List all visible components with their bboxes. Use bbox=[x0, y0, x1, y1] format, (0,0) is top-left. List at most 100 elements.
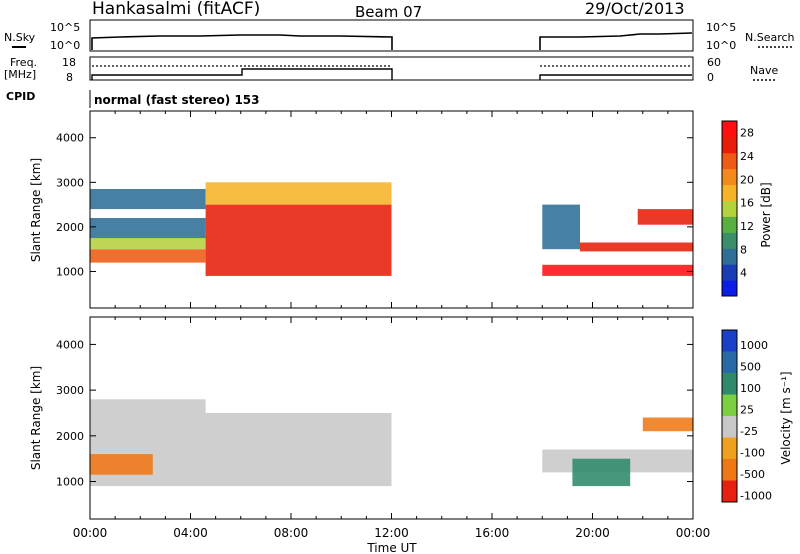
noise-left-tick-top: 10^5 bbox=[50, 21, 80, 34]
velocity-panel: 1000 2000 3000 4000 00:00 04:00 08:00 12:00 16:… bbox=[29, 316, 711, 554]
power-panel: 1000 2000 3000 4000 Slant Range [km] bbox=[29, 110, 694, 309]
velocity-xaxis: 00:00 04:00 08:00 12:00 16:00 20:00 00:00 bbox=[73, 317, 711, 540]
velocity-colorbar-swatch-4 bbox=[722, 416, 737, 438]
time-tick-label-5: 20:00 bbox=[575, 526, 610, 540]
power-echo-layer bbox=[90, 182, 694, 276]
freq-left-tick-bottom: 8 bbox=[66, 71, 73, 84]
velocity-echo-region-1 bbox=[90, 399, 206, 413]
power-colorbar-swatch-9 bbox=[722, 136, 737, 154]
velocity-ylabel: Slant Range [km] bbox=[29, 366, 43, 470]
velocity-colorbar-swatch-3 bbox=[722, 394, 737, 417]
power-echo-region-9 bbox=[542, 204, 580, 250]
velocity-echo-region-0 bbox=[90, 413, 392, 487]
power-colorbar-swatch-0 bbox=[722, 280, 737, 297]
date-label: 29/Oct/2013 bbox=[585, 0, 685, 18]
noise-left-tick-bottom: 10^0 bbox=[50, 39, 80, 52]
power-colorbar-swatch-8 bbox=[722, 152, 737, 170]
freq-trace-day bbox=[91, 68, 393, 80]
power-colorbar-swatch-4 bbox=[722, 216, 737, 233]
freq-right-tick-top: 60 bbox=[707, 56, 721, 69]
velocity-colorbar-tick-6: -500 bbox=[740, 468, 765, 481]
power-colorbar-swatch-3 bbox=[722, 232, 737, 249]
velocity-colorbar-tick-4: -25 bbox=[740, 425, 758, 438]
velocity-echo-region-4 bbox=[572, 458, 631, 487]
power-colorbar-swatch-2 bbox=[722, 248, 737, 265]
velocity-ytick-label-0: 1000 bbox=[56, 476, 84, 489]
power-ytick-label-0: 1000 bbox=[56, 265, 84, 278]
noise-right-tick-bottom: 10^0 bbox=[706, 39, 736, 52]
velocity-colorbar-frame bbox=[721, 329, 738, 503]
power-colorbar-tick-5: 24 bbox=[740, 150, 754, 163]
power-colorbar: 4 8 12 16 20 24 28 bbox=[721, 120, 754, 297]
power-colorbar-swatch-6 bbox=[722, 184, 737, 201]
power-colorbar-tick-2: 12 bbox=[740, 220, 754, 233]
velocity-colorbar-swatch-2 bbox=[722, 373, 737, 395]
velocity-colorbar-tick-1: 500 bbox=[740, 361, 761, 374]
time-tick-label-1: 04:00 bbox=[173, 526, 208, 540]
noise-trace-day bbox=[91, 34, 393, 50]
velocity-colorbar-tick-3: 25 bbox=[740, 404, 754, 417]
velocity-colorbar-swatch-5 bbox=[722, 437, 737, 460]
velocity-colorbar-swatch-1 bbox=[722, 351, 737, 374]
velocity-echo-region-5 bbox=[642, 417, 694, 432]
noise-panel-frame bbox=[89, 19, 694, 52]
power-colorbar-swatch-1 bbox=[722, 264, 737, 281]
velocity-colorbar-swatch-0 bbox=[722, 330, 737, 352]
velocity-echo-region-2 bbox=[90, 454, 153, 475]
power-echo-region-6 bbox=[542, 264, 694, 276]
power-echo-region-8 bbox=[637, 209, 693, 225]
velocity-colorbar-label: Velocity [m s⁻¹] bbox=[779, 371, 793, 464]
velocity-ytick-label-1: 2000 bbox=[56, 430, 84, 443]
power-ytick-label-1: 2000 bbox=[56, 221, 84, 234]
velocity-colorbar-tick-7: -1000 bbox=[740, 490, 772, 503]
power-yaxis: 1000 2000 3000 4000 bbox=[56, 132, 693, 278]
power-echo-region-7 bbox=[579, 242, 693, 252]
power-colorbar-swatch-5 bbox=[722, 200, 737, 217]
time-axis-label: Time UT bbox=[366, 541, 417, 554]
freq-left-tick-top: 18 bbox=[62, 56, 76, 69]
power-colorbar-tick-3: 16 bbox=[740, 197, 754, 210]
velocity-colorbar: 1000 500 100 25 -25 -100 -500 -1000 bbox=[721, 329, 772, 503]
power-ytick-label-2: 3000 bbox=[56, 176, 84, 189]
freq-trace-evening bbox=[539, 74, 692, 80]
time-tick-label-6: 00:00 bbox=[676, 526, 711, 540]
station-title: Hankasalmi (fitACF) bbox=[92, 0, 260, 19]
power-echo-region-1 bbox=[90, 238, 206, 250]
velocity-yaxis: 1000 2000 3000 4000 bbox=[56, 338, 693, 489]
cpid-label: CPID bbox=[6, 90, 35, 103]
power-echo-region-3 bbox=[90, 189, 206, 210]
power-colorbar-frame bbox=[721, 120, 738, 297]
cpid-mode-label: normal (fast stereo) 153 bbox=[94, 93, 260, 107]
power-echo-region-4 bbox=[205, 204, 392, 276]
freq-unit-label: [MHz] bbox=[4, 68, 36, 81]
nave-label: Nave bbox=[750, 64, 778, 77]
time-tick-label-0: 00:00 bbox=[73, 526, 108, 540]
power-colorbar-tick-0: 4 bbox=[740, 267, 747, 280]
nsearch-label: N.Search bbox=[745, 31, 795, 44]
time-tick-label-4: 16:00 bbox=[475, 526, 510, 540]
power-colorbar-tick-1: 8 bbox=[740, 243, 747, 256]
velocity-ytick-label-2: 3000 bbox=[56, 384, 84, 397]
power-ytick-label-3: 4000 bbox=[56, 132, 84, 145]
power-colorbar-tick-4: 20 bbox=[740, 173, 754, 186]
velocity-colorbar-tick-2: 100 bbox=[740, 382, 761, 395]
power-echo-region-5 bbox=[205, 182, 392, 205]
time-tick-label-3: 12:00 bbox=[374, 526, 409, 540]
velocity-colorbar-swatch-6 bbox=[722, 459, 737, 481]
power-colorbar-label: Power [dB] bbox=[759, 182, 773, 247]
noise-right-tick-top: 10^5 bbox=[706, 21, 736, 34]
nsky-label: N.Sky bbox=[4, 31, 36, 44]
velocity-colorbar-swatch-7 bbox=[722, 480, 737, 503]
power-xaxis bbox=[89, 111, 694, 308]
power-echo-region-2 bbox=[90, 218, 206, 239]
beam-label: Beam 07 bbox=[355, 3, 422, 21]
noise-trace-evening bbox=[539, 32, 693, 50]
velocity-colorbar-tick-0: 1000 bbox=[740, 339, 768, 352]
power-echo-region-0 bbox=[90, 249, 206, 263]
freq-right-tick-bottom: 0 bbox=[707, 71, 714, 84]
velocity-colorbar-tick-5: -100 bbox=[740, 447, 765, 460]
power-colorbar-tick-6: 28 bbox=[740, 127, 754, 140]
time-tick-label-2: 08:00 bbox=[274, 526, 309, 540]
power-colorbar-swatch-7 bbox=[722, 168, 737, 186]
